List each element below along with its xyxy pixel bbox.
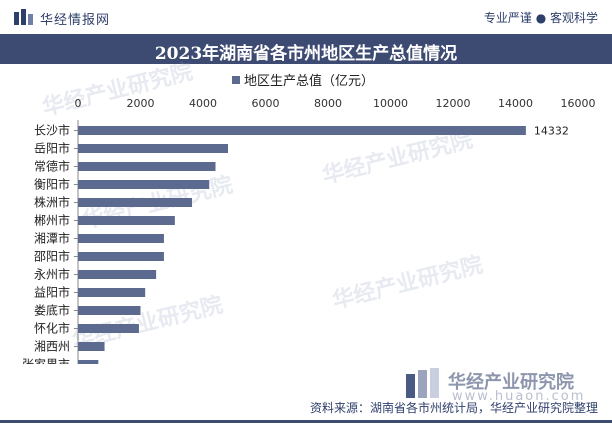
x-tick-label: 16000	[561, 97, 596, 110]
x-tick-label: 0	[75, 97, 82, 110]
brand-name: 华经情报网	[40, 13, 111, 28]
category-label: 长沙市	[34, 123, 70, 138]
bar	[78, 216, 175, 225]
bar	[78, 324, 139, 333]
legend-swatch	[232, 76, 240, 84]
category-label: 娄底市	[34, 303, 70, 318]
category-label: 衡阳市	[34, 177, 70, 192]
legend-label: 地区生产总值（亿元）	[244, 73, 374, 89]
bar	[78, 144, 228, 153]
category-label: 湘潭市	[34, 231, 70, 246]
chart-title: 2023年湖南省各市州地区生产总值情况	[154, 44, 458, 64]
bar	[78, 288, 146, 297]
bar	[78, 180, 210, 189]
bar	[78, 360, 99, 364]
bottom-rule	[0, 420, 612, 423]
category-label: 株洲市	[34, 195, 70, 210]
footer-brand-url: www.huaon.com	[452, 389, 586, 404]
footer-logo-icon	[406, 368, 439, 398]
bar	[78, 342, 105, 351]
bar	[78, 198, 193, 207]
category-label: 常德市	[34, 159, 70, 174]
x-tick-label: 12000	[436, 97, 471, 110]
bar	[78, 234, 164, 243]
footer-brand-name: 华经产业研究院	[448, 372, 574, 393]
bar	[78, 162, 216, 171]
category-label: 永州市	[34, 267, 70, 282]
tagline: 专业严谨 ● 客观科学	[483, 11, 598, 25]
x-tick-label: 6000	[252, 97, 280, 110]
category-label: 怀化市	[34, 321, 70, 336]
x-tick-label: 14000	[498, 97, 533, 110]
category-label: 湘西州	[34, 339, 70, 354]
category-label: 郴州市	[34, 213, 70, 228]
brand-logo-icon	[14, 9, 33, 25]
category-label: 岳阳市	[34, 141, 70, 156]
x-tick-label: 10000	[373, 97, 408, 110]
bar	[78, 306, 141, 315]
data-source: 资料来源：湖南省各市州统计局，华经产业研究院整理	[309, 401, 598, 415]
bar	[78, 270, 157, 279]
bar	[78, 252, 164, 261]
top-bar: 华经情报网 专业严谨 ● 客观科学	[0, 0, 612, 34]
title-bar: 2023年湖南省各市州地区生产总值情况	[0, 34, 612, 64]
data-label: 14332	[534, 125, 569, 138]
category-label: 益阳市	[34, 285, 70, 300]
bar	[78, 126, 526, 135]
x-tick-label: 4000	[189, 97, 217, 110]
bar-chart: 地区生产总值（亿元） 0 2000 4000 6000 8000 10000 12000 140…	[22, 73, 596, 365]
category-label: 邵阳市	[34, 249, 70, 264]
x-tick-label: 8000	[314, 97, 342, 110]
category-label: 张家界市	[22, 357, 70, 365]
x-tick-label: 2000	[127, 97, 155, 110]
